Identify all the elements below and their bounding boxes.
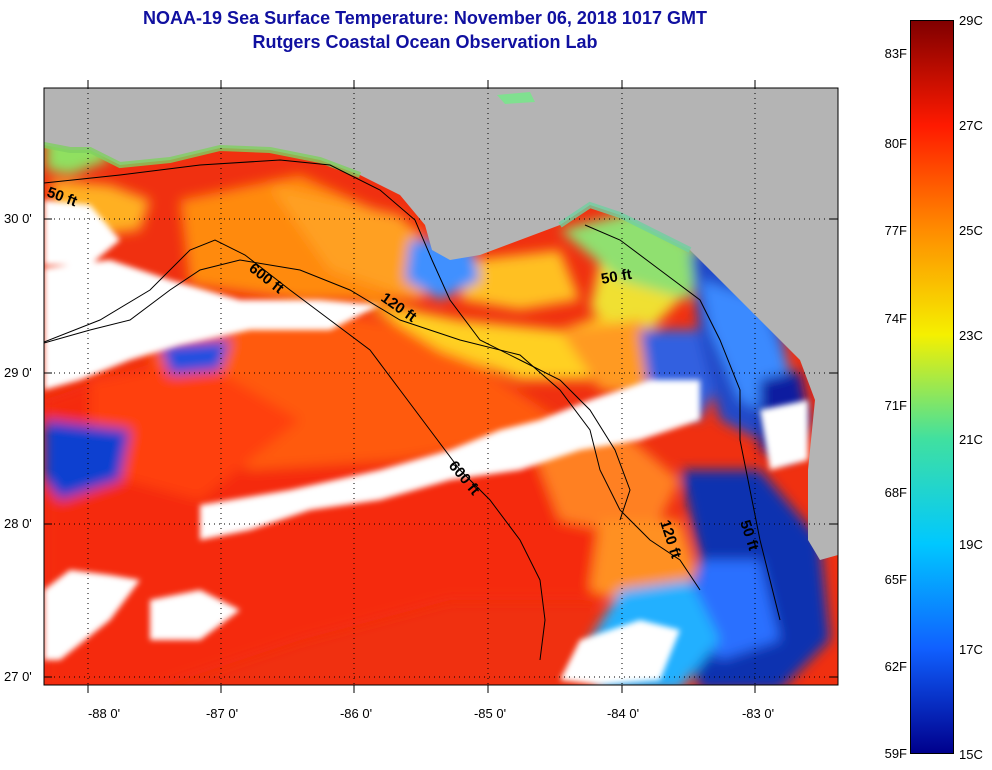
depth-contours [44, 159, 781, 661]
scale-label-fahrenheit: 59F [884, 746, 907, 761]
lon-label: -87 0' [205, 706, 239, 721]
scale-label-fahrenheit: 68F [884, 485, 907, 500]
lat-label: 30 0' [4, 211, 32, 226]
lon-label: -86 0' [339, 706, 373, 721]
scale-label-fahrenheit: 77F [884, 223, 907, 238]
cloud-cover [44, 200, 808, 685]
land-mass [44, 88, 838, 560]
scale-label-celsius: 25C [959, 223, 983, 238]
scale-label-celsius: 23C [959, 328, 983, 343]
axis-ticks [44, 80, 838, 693]
scale-label-fahrenheit: 80F [884, 136, 907, 151]
lon-label: -83 0' [741, 706, 775, 721]
lat-label: 28 0' [4, 516, 32, 531]
scale-label-fahrenheit: 62F [884, 659, 907, 674]
scale-label-fahrenheit: 71F [884, 398, 907, 413]
map-subtitle: Rutgers Coastal Ocean Observation Lab [252, 32, 598, 52]
lat-label: 27 0' [4, 669, 32, 684]
scale-label-celsius: 17C [959, 642, 983, 657]
lon-label: -85 0' [473, 706, 507, 721]
scale-label-fahrenheit: 74F [884, 311, 907, 326]
map-title: NOAA-19 Sea Surface Temperature: Novembe… [143, 8, 707, 28]
scale-label-fahrenheit: 65F [884, 572, 907, 587]
lon-label: -84 0' [606, 706, 640, 721]
scale-label-celsius: 21C [959, 432, 983, 447]
lon-label: -88 0' [87, 706, 121, 721]
lat-label: 29 0' [4, 365, 32, 380]
scale-label-celsius: 19C [959, 537, 983, 552]
scale-label-celsius: 27C [959, 118, 983, 133]
map-frame [43, 87, 839, 686]
contour-label: 50 ft [600, 266, 633, 288]
scale-label-celsius: 15C [959, 747, 983, 762]
scale-label-fahrenheit: 83F [884, 46, 907, 61]
scale-label-celsius: 29C [959, 13, 983, 28]
color-scale-bar [910, 20, 954, 754]
